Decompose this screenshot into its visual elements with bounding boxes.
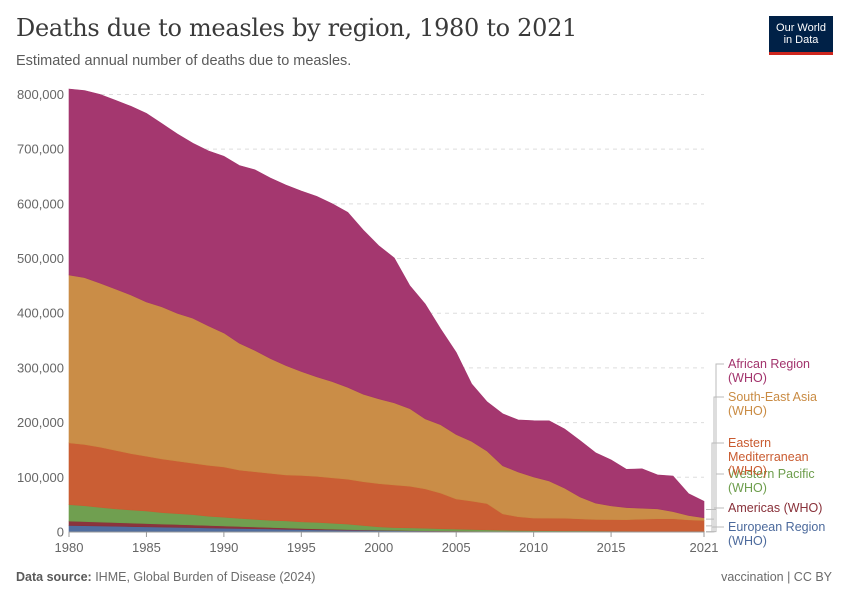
- legend-label-line: European Region: [728, 520, 825, 534]
- legend-connector: [706, 507, 724, 533]
- logo-line-1: Our World: [776, 22, 826, 34]
- legend-label: African Region (WHO): [728, 357, 810, 385]
- y-tick-label: 600,000: [17, 196, 64, 211]
- data-source: Data source: IHME, Global Burden of Dise…: [16, 570, 315, 584]
- x-tick-label: 2010: [519, 540, 548, 555]
- x-tick-label: 2021: [690, 540, 719, 555]
- data-source-label: Data source:: [16, 570, 92, 584]
- data-source-text: IHME, Global Burden of Disease (2024): [91, 570, 316, 584]
- x-tick-label: 1995: [287, 540, 316, 555]
- x-tick-label: 2000: [364, 540, 393, 555]
- legend-label-line: South-East Asia: [728, 390, 817, 404]
- x-tick-label: 2015: [597, 540, 626, 555]
- x-tick-label: 1980: [55, 540, 84, 555]
- area-series: [68, 88, 705, 519]
- x-tick-label: 1990: [209, 540, 238, 555]
- legend-label-line: Eastern: [728, 436, 771, 450]
- page-subtitle: Estimated annual number of deaths due to…: [16, 53, 352, 69]
- legend-label-line: Americas (WHO): [728, 501, 822, 515]
- y-tick-label: 100,000: [17, 470, 64, 485]
- legend-connector: [706, 396, 724, 520]
- legend-connector: [706, 473, 724, 533]
- legend-label-line: (WHO): [728, 534, 767, 548]
- license-text[interactable]: vaccination | CC BY: [721, 570, 832, 584]
- legend-label-line: African Region: [728, 357, 810, 371]
- owid-logo[interactable]: Our World in Data: [769, 16, 833, 55]
- y-tick-label: 200,000: [17, 415, 64, 430]
- legend-label-line: (WHO): [728, 481, 767, 495]
- x-tick-label: 1985: [132, 540, 161, 555]
- y-tick-label: 700,000: [17, 142, 64, 157]
- legend-connector: [706, 442, 724, 527]
- y-tick-label: 800,000: [17, 87, 64, 102]
- page-title: Deaths due to measles by region, 1980 to…: [16, 14, 578, 42]
- legend-label-line: (WHO): [728, 371, 767, 385]
- y-tick-label: 400,000: [17, 306, 64, 321]
- legend-label-line: Mediterranean: [728, 450, 809, 464]
- legend-label-line: (WHO): [728, 464, 767, 478]
- y-tick-label: 500,000: [17, 251, 64, 266]
- legend-label: Americas (WHO): [728, 501, 822, 515]
- y-tick-label: 300,000: [17, 360, 64, 375]
- legend-label: European Region (WHO): [728, 520, 825, 548]
- y-tick-label: 0: [57, 525, 64, 540]
- legend-label-line: (WHO): [728, 404, 767, 418]
- legend-label: Eastern Mediterranean (WHO): [728, 436, 809, 478]
- x-tick-label: 2005: [442, 540, 471, 555]
- legend-label: Western Pacific (WHO): [728, 467, 815, 495]
- legend-label-line: Western Pacific: [728, 467, 815, 481]
- legend-connector: [706, 363, 724, 511]
- legend-label: South-East Asia (WHO): [728, 390, 817, 418]
- logo-line-2: in Data: [783, 34, 819, 46]
- logo-text: Our World in Data: [771, 22, 831, 46]
